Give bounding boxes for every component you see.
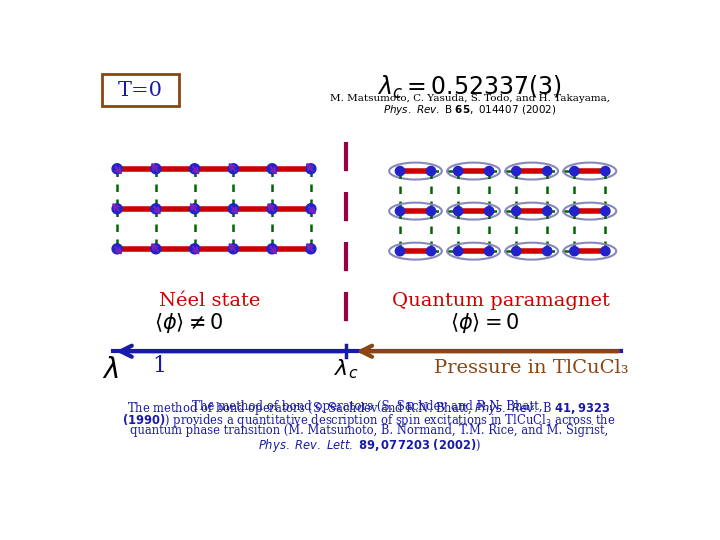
- Circle shape: [267, 164, 277, 174]
- Circle shape: [189, 244, 199, 254]
- Circle shape: [485, 206, 494, 215]
- Text: $\lambda_c$: $\lambda_c$: [333, 357, 358, 381]
- Circle shape: [512, 166, 521, 176]
- Circle shape: [150, 164, 161, 174]
- Circle shape: [512, 206, 521, 215]
- Circle shape: [112, 204, 122, 214]
- Circle shape: [395, 247, 405, 256]
- Text: $\langle\phi\rangle = 0$: $\langle\phi\rangle = 0$: [451, 311, 520, 335]
- Text: $Phys.\ Rev.\ \mathrm{B}\ \mathbf{65},\ 014407\ (2002)$: $Phys.\ Rev.\ \mathrm{B}\ \mathbf{65},\ …: [383, 103, 557, 117]
- Circle shape: [485, 247, 494, 256]
- Text: M. Matsumoto, C. Yasuda, S. Todo, and H. Takayama,: M. Matsumoto, C. Yasuda, S. Todo, and H.…: [330, 94, 610, 103]
- Circle shape: [426, 206, 436, 215]
- Text: $\lambda_c = 0.52337(3)$: $\lambda_c = 0.52337(3)$: [377, 74, 562, 101]
- Circle shape: [426, 247, 436, 256]
- Circle shape: [454, 166, 463, 176]
- Text: T=0: T=0: [118, 80, 163, 100]
- Text: Néel state: Néel state: [159, 292, 261, 310]
- FancyBboxPatch shape: [102, 74, 179, 106]
- Circle shape: [454, 206, 463, 215]
- Text: $\bf{(1990)}$) provides a quantitative description of spin excitations in TlCuCl: $\bf{(1990)}$) provides a quantitative d…: [122, 412, 616, 429]
- Text: $\langle\phi\rangle \neq 0$: $\langle\phi\rangle \neq 0$: [154, 311, 224, 335]
- Circle shape: [150, 204, 161, 214]
- Circle shape: [189, 164, 199, 174]
- Circle shape: [570, 206, 579, 215]
- Circle shape: [512, 247, 521, 256]
- Text: $\lambda$: $\lambda$: [102, 357, 118, 384]
- Circle shape: [189, 204, 199, 214]
- Text: Pressure in TlCuCl₃: Pressure in TlCuCl₃: [434, 359, 629, 377]
- Circle shape: [267, 244, 277, 254]
- Text: quantum phase transition (M. Matsumoto, B. Normand, T.M. Rice, and M. Sigrist,: quantum phase transition (M. Matsumoto, …: [130, 424, 608, 437]
- Text: $\it{Phys.\ Rev.\ Lett.}$ $\bf{89, 077203\ (2002)}$): $\it{Phys.\ Rev.\ Lett.}$ $\bf{89, 07720…: [258, 437, 480, 454]
- Circle shape: [600, 206, 610, 215]
- Circle shape: [267, 204, 277, 214]
- Text: 1: 1: [153, 355, 167, 377]
- Circle shape: [543, 206, 552, 215]
- Circle shape: [600, 166, 610, 176]
- Circle shape: [543, 166, 552, 176]
- Circle shape: [395, 166, 405, 176]
- Circle shape: [306, 204, 316, 214]
- Circle shape: [306, 244, 316, 254]
- Circle shape: [600, 247, 610, 256]
- Circle shape: [570, 166, 579, 176]
- Circle shape: [112, 164, 122, 174]
- Text: The method of bond operators (S. Sachdev and R.N. Bhatt, $\it{Phys.\ Rev.}$ B $\: The method of bond operators (S. Sachdev…: [127, 400, 611, 417]
- Circle shape: [426, 166, 436, 176]
- Circle shape: [570, 247, 579, 256]
- Circle shape: [112, 244, 122, 254]
- Circle shape: [543, 247, 552, 256]
- Circle shape: [395, 206, 405, 215]
- Text: The method of bond operators (S. Sachdev and R.N. Bhatt,: The method of bond operators (S. Sachdev…: [192, 400, 546, 413]
- Circle shape: [228, 244, 238, 254]
- Circle shape: [306, 164, 316, 174]
- Circle shape: [454, 247, 463, 256]
- Circle shape: [228, 164, 238, 174]
- Circle shape: [228, 204, 238, 214]
- Circle shape: [485, 166, 494, 176]
- Text: Quantum paramagnet: Quantum paramagnet: [392, 292, 610, 310]
- Circle shape: [150, 244, 161, 254]
